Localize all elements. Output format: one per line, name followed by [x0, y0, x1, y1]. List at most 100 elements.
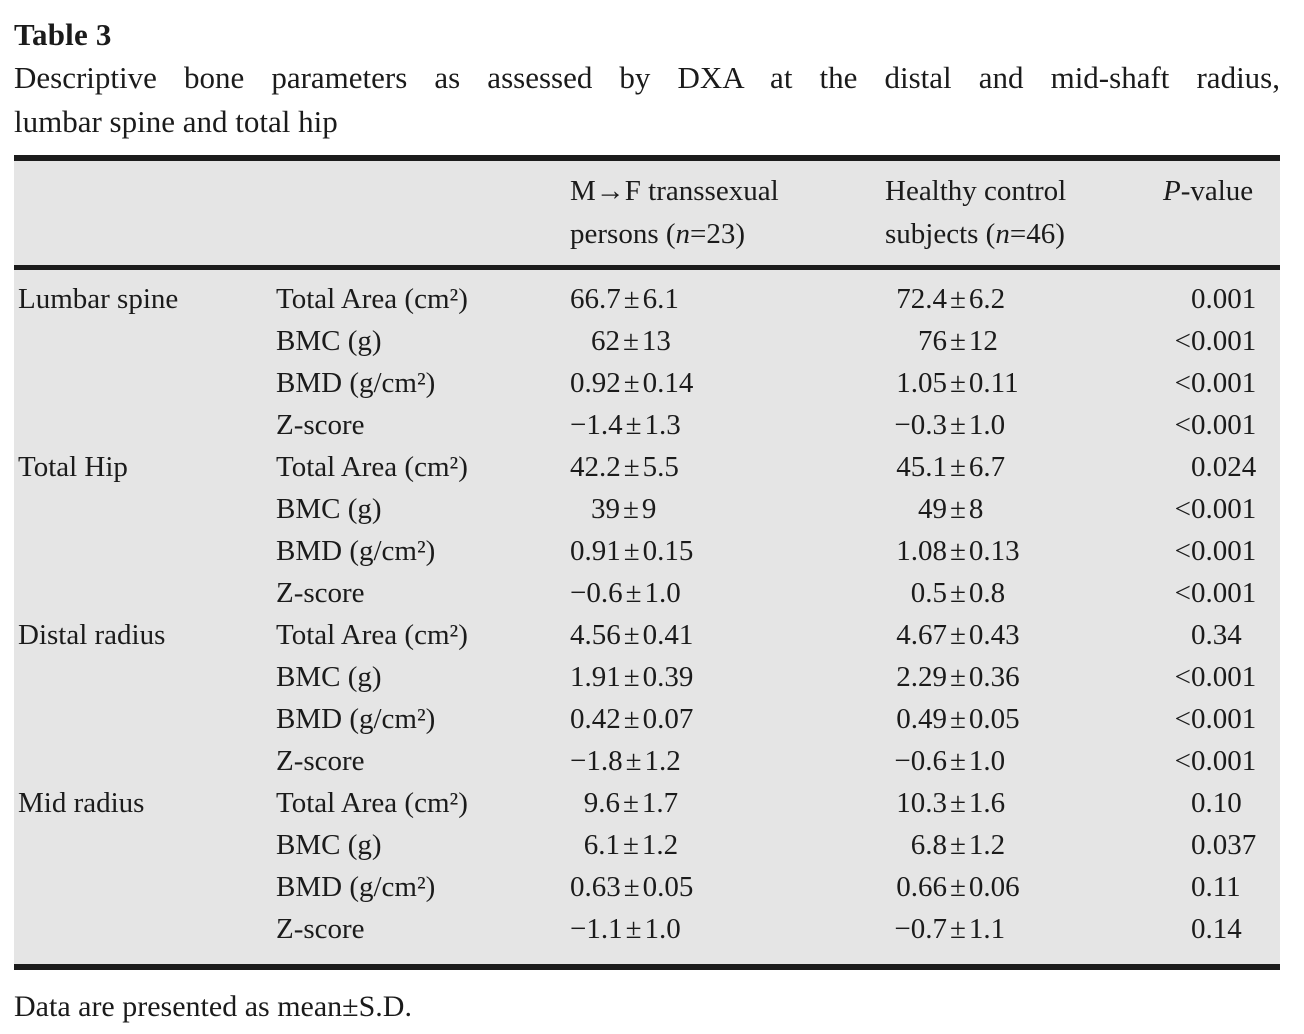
plus-minus-symbol: ± [950, 409, 966, 441]
plus-minus-symbol: ± [950, 661, 966, 693]
table-row: BMC (g) 6.1 ±1.2 6.8 ±1.2 0.037 [18, 824, 1280, 866]
plus-minus-symbol: ± [625, 577, 642, 609]
plus-minus-symbol: ± [950, 535, 966, 567]
plus-minus-symbol: ± [950, 787, 966, 819]
n-symbol: n [995, 218, 1010, 250]
table-row: Lumbar spine Total Area (cm²) 66.7 ±6.1 7… [18, 278, 1280, 320]
plus-minus-symbol: ± [623, 283, 640, 315]
plus-minus-symbol: ± [950, 913, 966, 945]
table-title: Table 3 [14, 17, 112, 52]
region-cell [18, 488, 276, 530]
parameter-cell: BMC (g) [276, 325, 382, 357]
less-than-prefix: < [1174, 703, 1191, 735]
region-cell [18, 320, 276, 362]
control-value-cell: 49 ±8 [918, 493, 984, 525]
parameter-cell: BMC (g) [276, 829, 382, 861]
mf-header-line2: persons (n=23) [570, 218, 746, 250]
p-value-cell: <0.001 [1163, 488, 1280, 530]
parameter-cell: Z-score [276, 577, 365, 609]
table-footnote: Data are presented as mean±S.D. [14, 990, 412, 1023]
p-symbol: P [1163, 175, 1181, 207]
control-value-cell: 0.49 ±0.05 [896, 703, 1020, 735]
plus-minus-symbol: ± [950, 451, 966, 483]
plus-minus-symbol: ± [950, 367, 966, 399]
p-value-cell: 0.14 [1191, 913, 1242, 945]
p-value-cell: 0.001 [1191, 283, 1257, 315]
plus-minus-symbol: ± [625, 745, 642, 777]
region-cell [18, 656, 276, 698]
control-value-cell: 0.66 ±0.06 [896, 871, 1020, 903]
plus-minus-symbol: ± [623, 535, 640, 567]
parameter-cell: BMD (g/cm²) [276, 535, 436, 567]
plus-minus-symbol: ± [623, 871, 640, 903]
p-value-cell: <0.001 [1163, 404, 1280, 446]
table-row: BMD (g/cm²) 0.91 ±0.15 1.08 ±0.13 <0.001 [18, 530, 1280, 572]
plus-minus-symbol: ± [623, 619, 640, 651]
p-value-cell: <0.001 [1163, 320, 1280, 362]
control-value-cell: −0.6 ±1.0 [894, 745, 1006, 777]
header-region-spacer [18, 170, 276, 256]
plus-minus-symbol: ± [950, 703, 966, 735]
plus-minus-symbol: ± [950, 325, 966, 357]
table-row: BMD (g/cm²) 0.63 ±0.05 0.66 ±0.06 0.11 [18, 866, 1280, 908]
table-row: BMC (g) 62 ±13 76 ±12 <0.001 [18, 320, 1280, 362]
data-table: M→F transsexual persons (n=23) Healthy c… [14, 155, 1280, 970]
table-row: Mid radius Total Area (cm²) 9.6 ±1.7 10.3… [18, 782, 1280, 824]
region-cell [18, 698, 276, 740]
region-cell: Lumbar spine [18, 283, 179, 315]
less-than-prefix: < [1174, 577, 1191, 609]
region-cell [18, 908, 276, 950]
p-value-cell: <0.001 [1163, 530, 1280, 572]
mf-value-cell: 39 ±9 [591, 493, 657, 525]
control-value-cell: 1.08 ±0.13 [896, 535, 1020, 567]
plus-minus-symbol: ± [623, 325, 639, 357]
table-row: Z-score −1.8 ±1.2 −0.6 ±1.0 <0.001 [18, 740, 1280, 782]
header-parameter-spacer [276, 170, 570, 256]
control-value-cell: −0.7 ±1.1 [894, 913, 1006, 945]
control-value-cell: 0.5 ±0.8 [910, 577, 1006, 609]
caption-line-1: Descriptive bone parameters as assessed … [14, 60, 1280, 95]
region-cell: Distal radius [18, 619, 166, 651]
control-value-cell: 2.29 ±0.36 [896, 661, 1020, 693]
region-cell [18, 740, 276, 782]
mf-value-cell: 0.91 ±0.15 [570, 535, 694, 567]
less-than-prefix: < [1174, 493, 1191, 525]
mf-value-cell: 0.42 ±0.07 [570, 703, 694, 735]
plus-minus-symbol: ± [623, 367, 640, 399]
less-than-prefix: < [1174, 661, 1191, 693]
control-header-line1: Healthy control [885, 175, 1067, 207]
region-cell [18, 362, 276, 404]
region-cell [18, 404, 276, 446]
parameter-cell: Z-score [276, 745, 365, 777]
p-value-cell: 0.11 [1191, 871, 1241, 903]
plus-minus-symbol: ± [950, 745, 966, 777]
parameter-cell: BMC (g) [276, 661, 382, 693]
plus-minus-symbol: ± [950, 577, 966, 609]
table-row: BMD (g/cm²) 0.92 ±0.14 1.05 ±0.11 <0.001 [18, 362, 1280, 404]
mf-value-cell: −1.1 ±1.0 [570, 913, 681, 945]
less-than-prefix: < [1174, 367, 1191, 399]
table-row: Z-score −0.6 ±1.0 0.5 ±0.8 <0.001 [18, 572, 1280, 614]
p-value-cell: <0.001 [1163, 740, 1280, 782]
parameter-cell: Total Area (cm²) [276, 451, 468, 483]
control-header-line2: subjects (n=46) [885, 218, 1065, 250]
column-header-control-group: Healthy control subjects (n=46) [885, 170, 1163, 256]
p-value-cell: 0.34 [1191, 619, 1242, 651]
mf-value-cell: 6.1 ±1.2 [583, 829, 679, 861]
region-cell [18, 530, 276, 572]
region-cell: Total Hip [18, 451, 128, 483]
plus-minus-symbol: ± [623, 787, 639, 819]
control-value-cell: −0.3 ±1.0 [894, 409, 1006, 441]
p-value-cell: 0.10 [1191, 787, 1242, 819]
mf-value-cell: 42.2 ±5.5 [570, 451, 679, 483]
mf-value-cell: −1.4 ±1.3 [570, 409, 681, 441]
plus-minus-symbol: ± [950, 871, 966, 903]
table-body: Lumbar spine Total Area (cm²) 66.7 ±6.1 7… [14, 270, 1280, 964]
mf-value-cell: 0.63 ±0.05 [570, 871, 694, 903]
parameter-cell: Total Area (cm²) [276, 619, 468, 651]
parameter-cell: BMD (g/cm²) [276, 871, 436, 903]
table-caption: Descriptive bone parameters as assessed … [14, 56, 1280, 144]
parameter-cell: BMC (g) [276, 493, 382, 525]
plus-minus-symbol: ± [623, 661, 640, 693]
less-than-prefix: < [1174, 745, 1191, 777]
